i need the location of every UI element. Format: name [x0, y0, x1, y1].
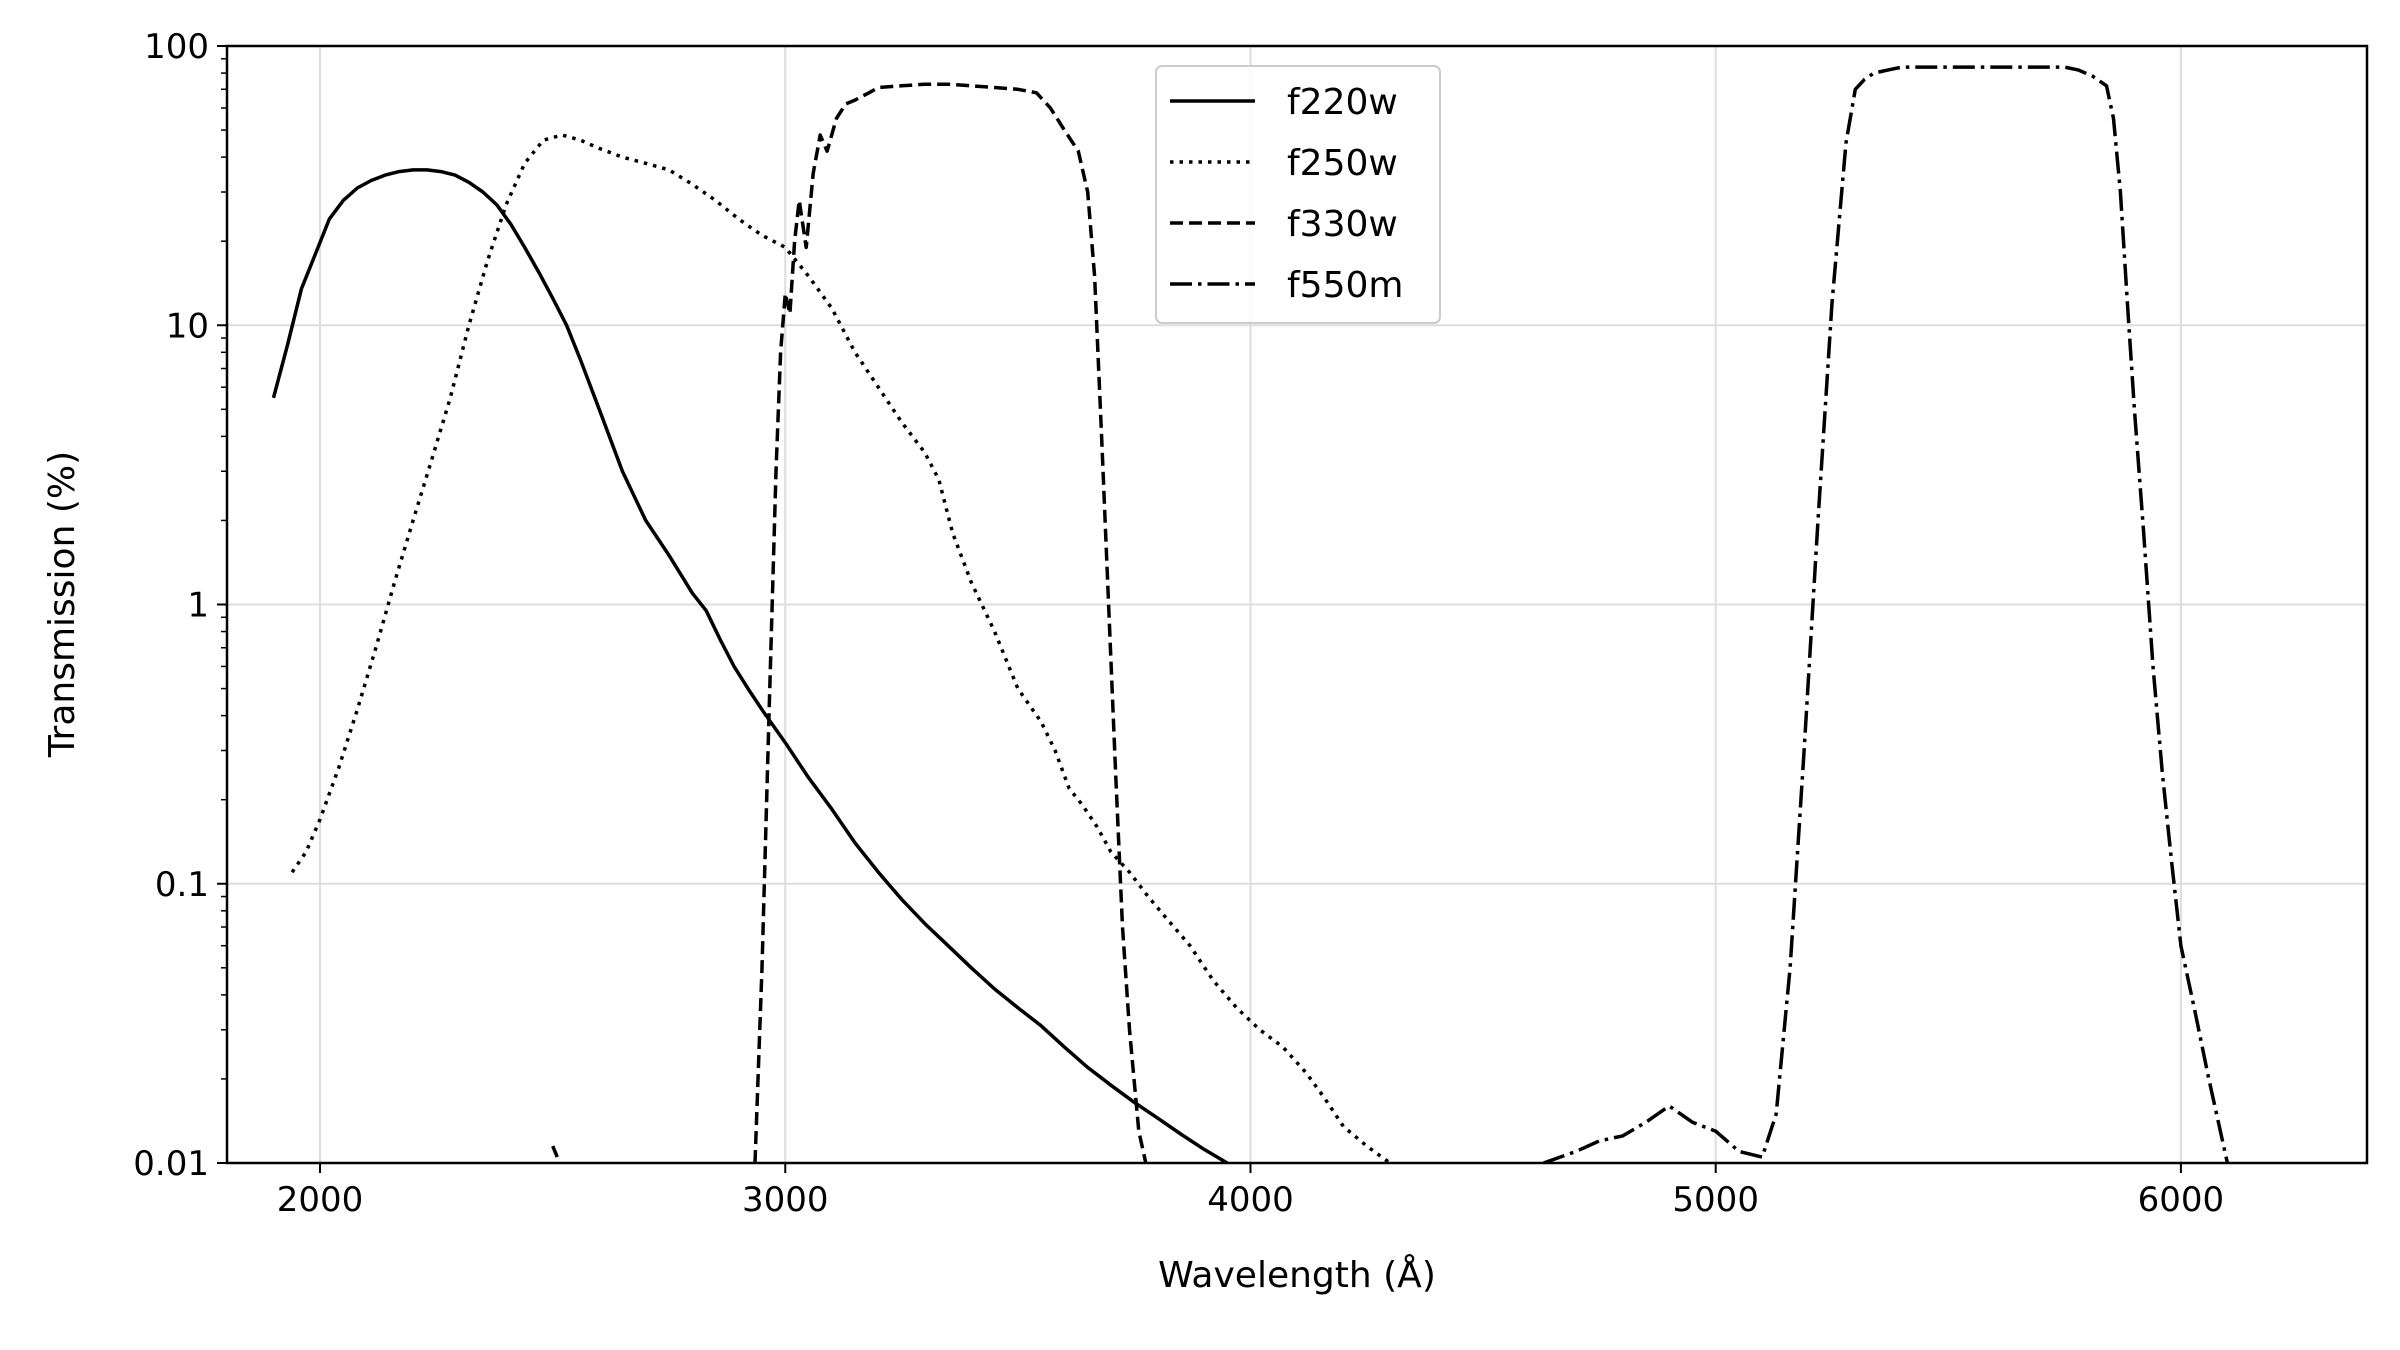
legend-label-f550m: f550m — [1287, 265, 1403, 306]
legend-label-f330w: f330w — [1287, 204, 1398, 245]
series-lines — [271, 65, 2230, 1163]
series-line-f550m — [1543, 65, 2230, 1163]
legend-box — [1155, 65, 1441, 324]
x-tick-label: 5000 — [1672, 1180, 1759, 1220]
legend-label-f220w: f220w — [1287, 82, 1398, 123]
y-tick-label: 0.01 — [133, 1144, 209, 1184]
legend-label-f250w: f250w — [1287, 143, 1398, 184]
x-tick-label: 4000 — [1207, 1180, 1294, 1220]
legend: f220w f250w f330w f550m — [1155, 65, 1441, 324]
y-tick-label: 10 — [166, 306, 209, 346]
y-axis-label: Transmission (%) — [42, 451, 83, 758]
x-axis-label: Wavelength (Å) — [1158, 1253, 1436, 1296]
series-line-fragment — [551, 1145, 559, 1158]
y-tick-label: 0.1 — [155, 865, 209, 905]
x-tick-label: 3000 — [742, 1180, 829, 1220]
x-tick-label: 6000 — [2138, 1180, 2225, 1220]
x-tick-label: 2000 — [277, 1180, 364, 1220]
y-tick-label: 1 — [187, 586, 209, 626]
series-line-f330w — [753, 82, 1148, 1163]
axis-ticks — [217, 45, 2182, 1173]
series-line-f250w — [290, 133, 1392, 1163]
series-line-f220w — [271, 168, 1229, 1163]
y-tick-label: 100 — [144, 27, 209, 67]
plot-frame — [225, 44, 2369, 1165]
